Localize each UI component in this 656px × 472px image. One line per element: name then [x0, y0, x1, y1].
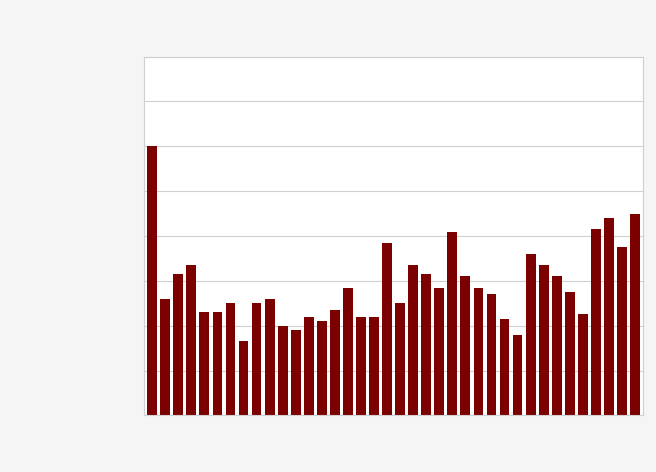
- Bar: [239, 341, 249, 415]
- Bar: [343, 287, 353, 415]
- Bar: [421, 274, 431, 415]
- Bar: [604, 218, 614, 415]
- Bar: [356, 317, 366, 415]
- Bar: [395, 303, 405, 415]
- Bar: [186, 265, 196, 415]
- Bar: [291, 330, 300, 415]
- Bar: [513, 335, 522, 415]
- Bar: [277, 326, 287, 415]
- Bar: [500, 319, 510, 415]
- Bar: [552, 276, 562, 415]
- Bar: [630, 213, 640, 415]
- Bar: [382, 243, 392, 415]
- Bar: [408, 265, 418, 415]
- Bar: [578, 314, 588, 415]
- Bar: [447, 231, 457, 415]
- Bar: [525, 254, 535, 415]
- Bar: [461, 276, 470, 415]
- Bar: [317, 321, 327, 415]
- Bar: [474, 287, 483, 415]
- Bar: [539, 265, 548, 415]
- Bar: [565, 292, 575, 415]
- Bar: [591, 229, 601, 415]
- Bar: [213, 312, 222, 415]
- Bar: [226, 303, 236, 415]
- Bar: [617, 247, 627, 415]
- Bar: [304, 317, 314, 415]
- Bar: [487, 295, 497, 415]
- Bar: [265, 299, 274, 415]
- Bar: [252, 303, 262, 415]
- Bar: [330, 310, 340, 415]
- Bar: [434, 287, 444, 415]
- Bar: [173, 274, 183, 415]
- Bar: [369, 317, 379, 415]
- Bar: [199, 312, 209, 415]
- Bar: [160, 299, 170, 415]
- Bar: [147, 146, 157, 415]
